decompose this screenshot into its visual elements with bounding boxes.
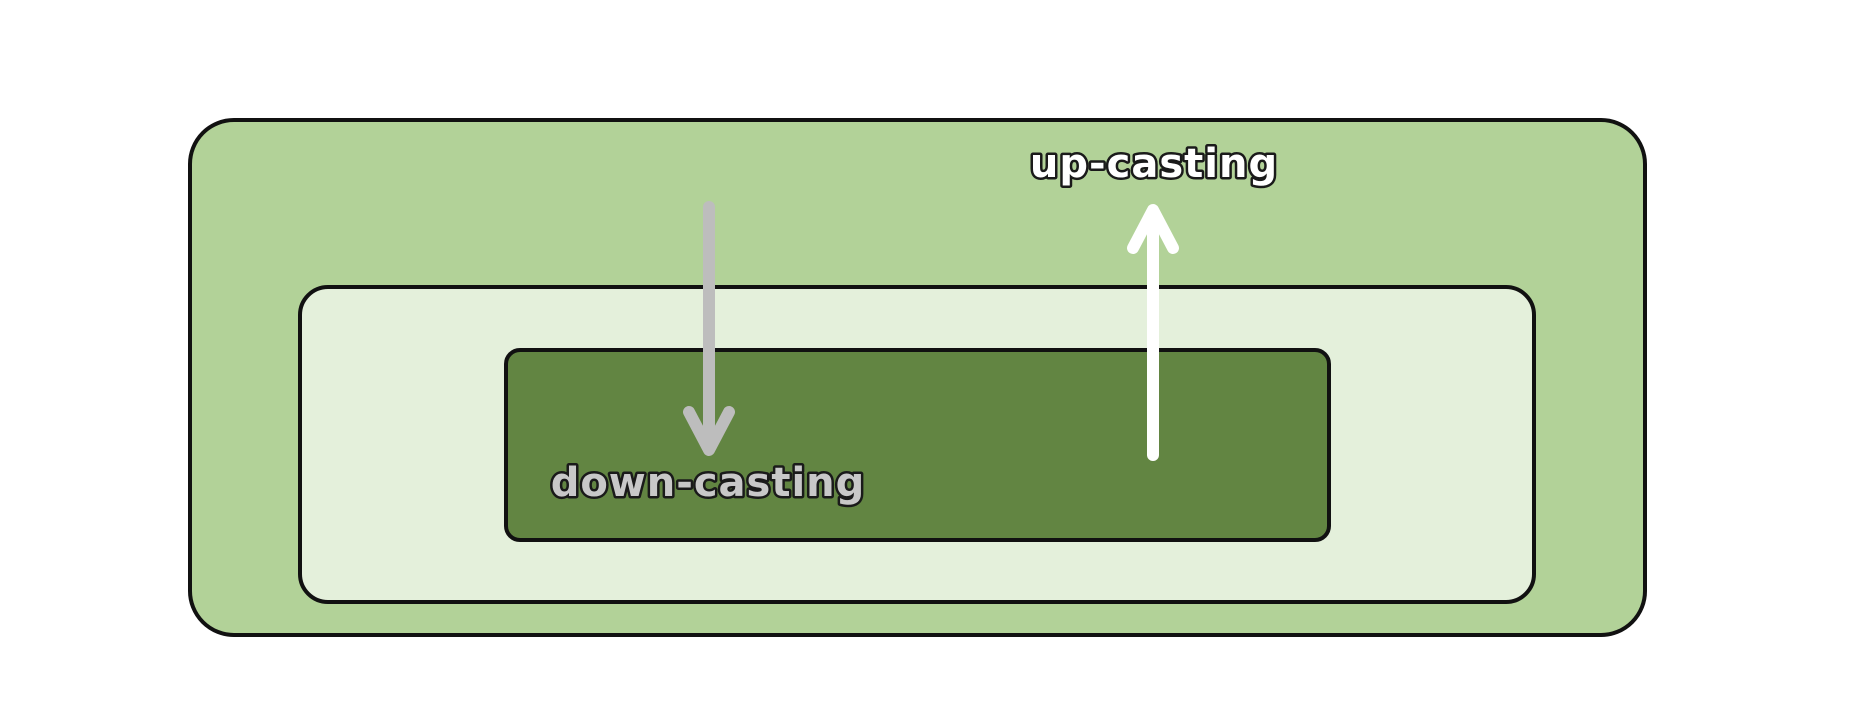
inner-box [504, 348, 1331, 542]
arrow-up-icon [1127, 204, 1179, 461]
down-casting-label: down-casting [551, 460, 866, 506]
up-casting-label: up-casting [1030, 141, 1278, 187]
arrow-down-icon [683, 201, 735, 456]
